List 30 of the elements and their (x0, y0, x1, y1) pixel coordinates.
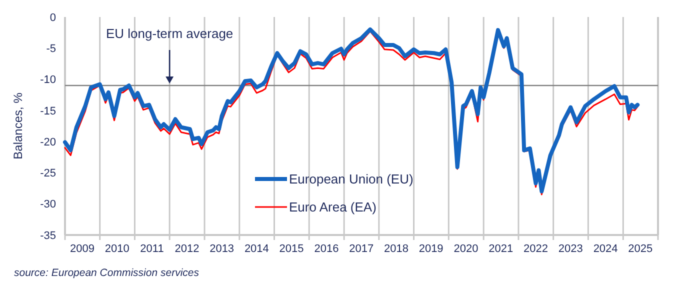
x-tick-label: 2013 (210, 243, 234, 255)
y-tick-label: -25 (40, 168, 56, 180)
y-tick-label: -30 (40, 198, 56, 211)
y-tick-label: 0 (50, 12, 56, 24)
x-tick-label: 2009 (70, 243, 95, 255)
legend-label: Euro Area (EA) (289, 200, 376, 215)
y-tick-label: -20 (40, 136, 56, 148)
ref-line-label: EU long-term average (106, 26, 234, 41)
x-tick-label: 2020 (454, 243, 478, 255)
x-tick-label: 2018 (384, 243, 408, 255)
x-tick-label: 2015 (279, 243, 304, 255)
x-tick-label: 2025 (628, 243, 653, 255)
x-tick-label: 2016 (314, 243, 339, 255)
x-tick-label: 2011 (140, 243, 164, 255)
y-tick-label: -5 (46, 42, 56, 55)
x-tick-label: 2023 (558, 243, 583, 255)
x-tick-label: 2022 (524, 243, 548, 255)
x-tick-label: 2019 (418, 243, 444, 255)
y-tick-label: -10 (40, 74, 56, 86)
x-tick-label: 2012 (174, 243, 200, 255)
x-tick-label: 2024 (593, 243, 618, 255)
y-axis-title: Balances, % (11, 92, 25, 160)
legend-label: European Union (EU) (289, 172, 414, 187)
x-tick-label: 2017 (349, 243, 374, 255)
x-tick-label: 2021 (488, 243, 514, 255)
y-tick-label: -35 (40, 230, 56, 242)
source-note: source: European Commission services (14, 267, 200, 279)
y-tick-label: -15 (40, 105, 56, 118)
x-tick-label: 2010 (104, 243, 130, 255)
x-tick-label: 2014 (244, 243, 269, 255)
